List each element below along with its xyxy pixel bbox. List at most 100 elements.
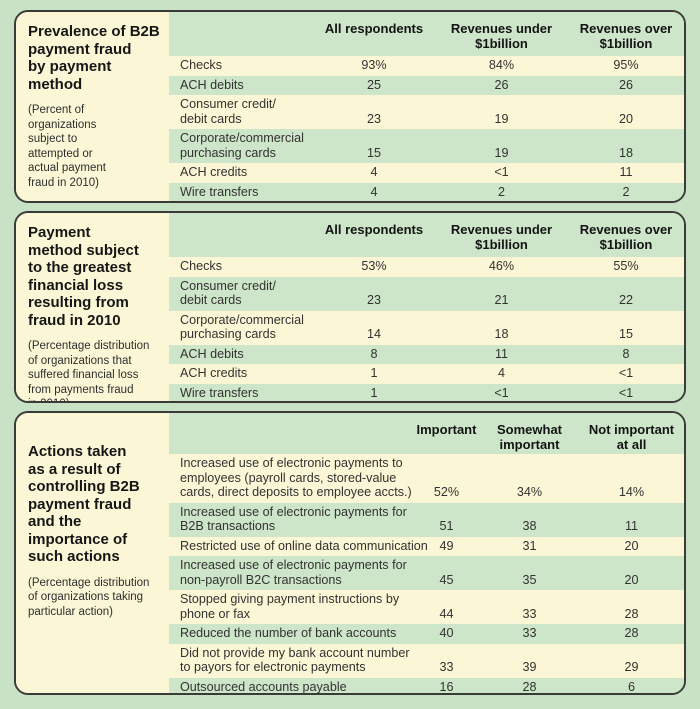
column-header-not-important: Not important at all [588,422,675,452]
row-label: ACH debits [180,77,244,92]
cell-value: 29 [624,660,639,674]
cell-value: 28 [624,626,639,640]
column-header-revenues-under: Revenues under $1billion [450,21,553,51]
cell-value: 84% [488,58,515,72]
table-header-row: Important Somewhat important Not importa… [169,413,684,454]
cell-value: 53% [361,259,387,273]
panel-financial-loss-table: All respondents Revenues under $1billion… [169,213,684,401]
panel-prevalence-caption: Prevalence of B2B payment fraud by payme… [16,12,169,201]
cell-value: 14 [366,327,381,341]
row-label: Reduced the number of bank accounts [180,626,397,640]
cell-value: 34% [516,485,543,499]
cell-value: 39 [522,660,537,674]
cell-value: 1 [370,366,378,380]
panel-title: Prevalence of B2B payment fraud by payme… [28,23,160,93]
row-label: Restricted use of online data communicat… [180,538,428,553]
cell-value: 33 [439,660,454,674]
cell-value: 1 [370,385,378,400]
row-label: Checks [180,259,222,273]
cell-value: 4 [370,165,378,179]
row-label: Did not provide my bank account number t… [180,645,410,675]
cell-value: 23 [366,111,381,126]
table-row: Reduced the number of bank accounts 40 33 2… [169,624,684,644]
row-label: Increased use of electronic payments for… [180,558,407,587]
cell-value: <1 [494,385,509,400]
cell-value: 15 [366,145,381,160]
column-header-revenues-over: Revenues over $1billion [579,222,673,252]
cell-value: 21 [494,293,509,307]
table-row: Stopped giving payment instructions by p… [169,590,684,624]
cell-value: 33 [522,626,537,640]
cell-value: <1 [494,165,509,179]
table-row: Consumer credit/ debit cards 23 21 22 [169,276,684,311]
table-row: Increased use of electronic payments for… [169,502,684,537]
table-body: Checks 53% 46% 55% Consumer credit/ debit ca… [169,257,684,401]
panel-subtitle: (Percentage distribution of organization… [28,340,150,401]
cell-value: 40 [439,626,454,640]
table-row: Corporate/commercial purchasing cards 14 1… [169,310,684,345]
cell-value: 46% [488,259,515,273]
cell-value: 33 [522,606,537,621]
cell-value: 11 [624,519,639,533]
row-label: Wire transfers [180,385,259,400]
cell-value: 38 [522,519,537,533]
row-label: Consumer credit/ debit cards [180,97,276,126]
table-row: Consumer credit/ debit cards 23 19 20 [169,95,684,129]
row-label: Stopped giving payment instructions by p… [180,592,400,621]
column-header-all-respondents: All respondents [324,21,424,36]
cell-value: 28 [624,606,639,621]
table-row: Outsourced accounts payable 16 28 6 [169,677,684,694]
cell-value: 18 [618,145,633,160]
cell-value: 22 [618,293,633,307]
table-row: Corporate/commercial purchasing cards 15 1… [169,129,684,163]
cell-value: 95% [613,58,639,72]
panel-subtitle: (Percentage distribution of organization… [28,576,150,618]
panel-prevalence-table: All respondents Revenues under $1billion… [169,12,684,201]
cell-value: 4 [370,184,378,199]
cell-value: 35 [522,572,537,587]
cell-value: 26 [494,77,509,92]
panel-actions-caption: Actions taken as a result of controlling… [16,413,169,693]
row-label: ACH credits [180,366,248,380]
cell-value: 2 [622,184,630,199]
row-label: Increased use of electronic payments to … [180,456,412,499]
row-label: ACH debits [180,346,244,361]
row-label: Increased use of electronic payments for… [180,504,407,534]
cell-value: <1 [618,385,634,400]
cell-value: 4 [497,366,505,380]
row-label: Corporate/commercial purchasing cards [180,312,304,342]
cell-value: 44 [439,606,454,621]
panel-actions: Actions taken as a result of controlling… [14,411,686,695]
row-label: Corporate/commercial purchasing cards [180,131,304,160]
cell-value: <1 [618,366,634,380]
table-row: Checks 53% 46% 55% [169,257,684,277]
table-row: ACH debits 8 11 8 [169,344,684,364]
table-row: Checks 93% 84% 95% [169,56,684,76]
panel-actions-table: Important Somewhat important Not importa… [169,413,684,694]
cell-value: 31 [522,538,537,553]
table-row: Increased use of electronic payments for… [169,556,684,590]
cell-value: 49 [439,538,454,553]
table-body: Checks 93% 84% 95% ACH debits 25 26 26 Consumer … [169,56,684,201]
cell-value: 11 [494,346,509,361]
table-row: Increased use of electronic payments to … [169,454,684,503]
cell-value: 14% [618,485,645,499]
table-row: Did not provide my bank account number t… [169,643,684,678]
table-row: Restricted use of online data communicat… [169,536,684,556]
row-label: Checks [180,58,222,72]
cell-value: 93% [361,58,387,72]
cell-value: 51 [439,519,454,533]
column-header-revenues-over: Revenues over $1billion [579,21,673,51]
row-label: Outsourced accounts payable [180,679,347,694]
cell-value: 6 [627,679,635,694]
cell-value: 23 [366,293,381,307]
panel-financial-loss: Payment method subject to the greatest f… [14,211,686,403]
cell-value: 55% [613,259,639,273]
panel-title: Payment method subject to the greatest f… [28,224,139,329]
panel-prevalence: Prevalence of B2B payment fraud by payme… [14,10,686,203]
cell-value: 20 [624,572,639,587]
cell-value: 11 [619,165,633,179]
cell-value: 20 [624,538,639,553]
cell-value: 8 [622,346,630,361]
